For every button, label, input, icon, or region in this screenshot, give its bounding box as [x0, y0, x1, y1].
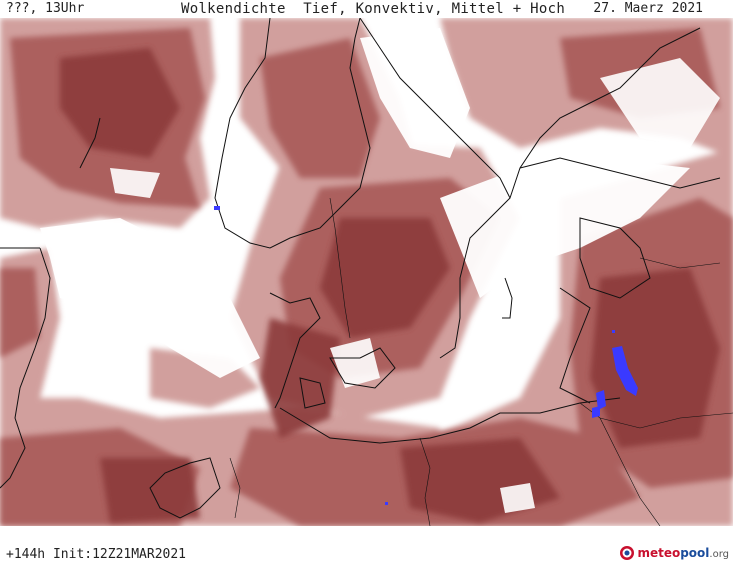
logo-text-pool: pool	[680, 546, 710, 560]
meteopool-logo[interactable]: meteopool.org	[619, 545, 729, 561]
forecast-date: 27. Maerz 2021	[593, 1, 703, 16]
cloud-dense-layer	[60, 48, 720, 523]
forecast-run-info: +144h Init:12Z21MAR2021	[6, 547, 187, 562]
meteopool-logo-icon	[620, 546, 635, 560]
precipitation-areas	[214, 206, 638, 505]
map-title: Wolkendichte Tief, Konvektiv, Mittel + H…	[181, 1, 566, 17]
map-header: ???, 13Uhr Wolkendichte Tief, Konvektiv,…	[0, 0, 733, 18]
map-footer: +144h Init:12Z21MAR2021 meteopool.org	[0, 526, 733, 566]
map-svg	[0, 18, 733, 526]
coastlines	[0, 18, 721, 519]
logo-text-domain: .org	[709, 549, 729, 560]
forecast-day-label: ???, 13Uhr	[6, 1, 85, 16]
logo-text: meteopool.org	[637, 546, 729, 560]
cloud-cover-map	[0, 18, 733, 526]
logo-text-meteo: meteo	[637, 546, 681, 560]
